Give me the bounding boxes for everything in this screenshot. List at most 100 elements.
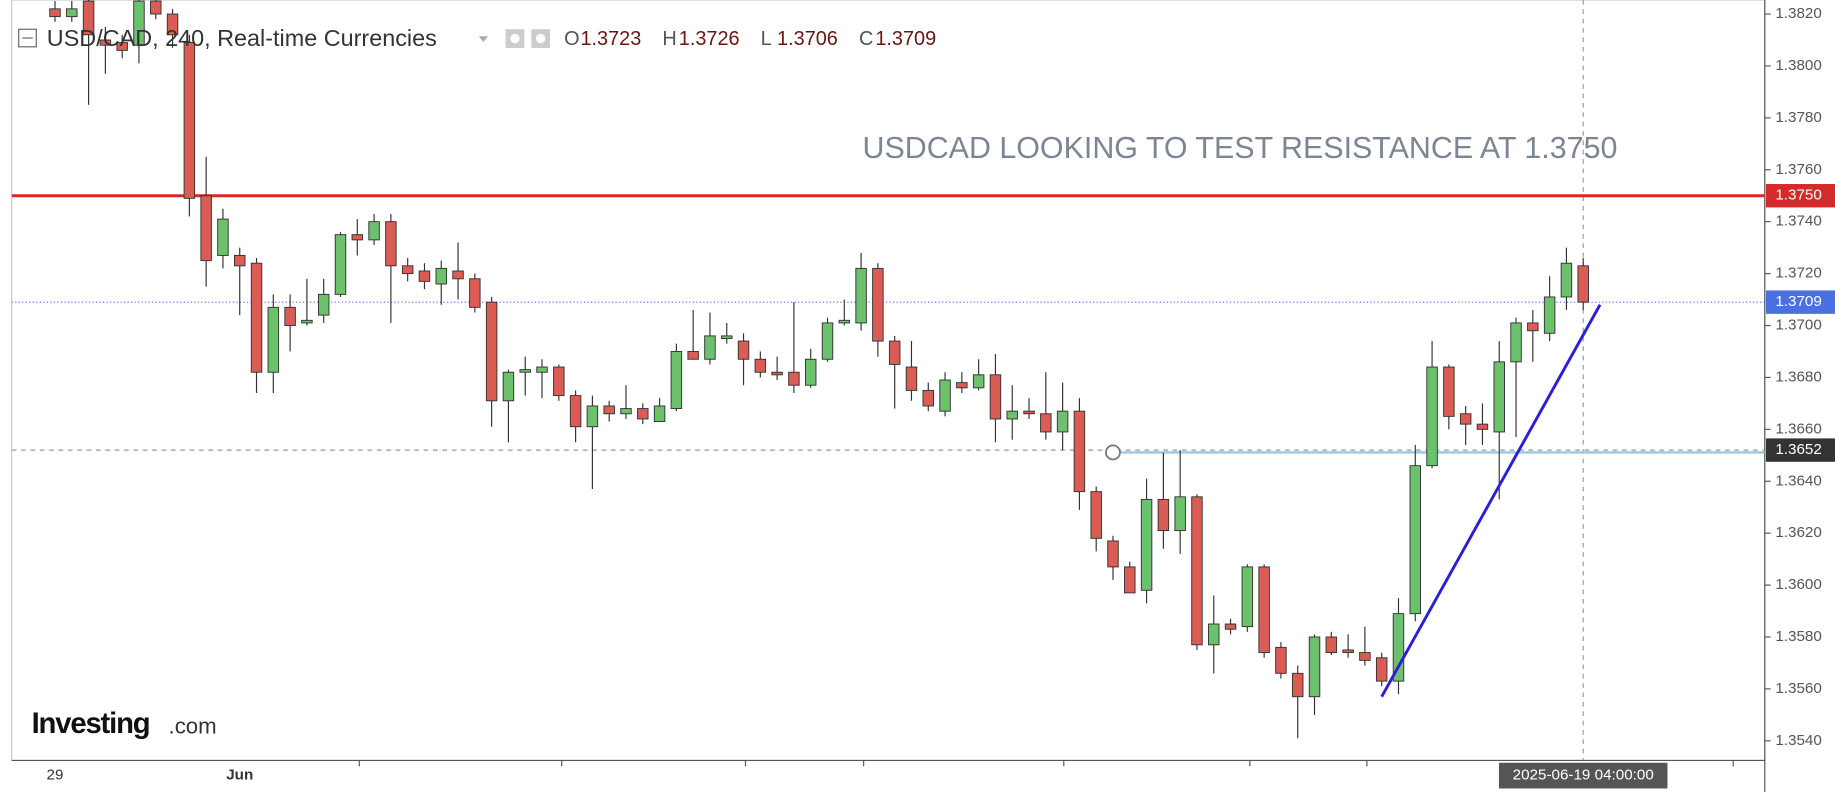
candle-body [553,366,565,397]
y-tick-label: 1.3540 [1775,732,1822,749]
candle-body [771,371,783,376]
candle-body [1359,652,1371,661]
y-tick-label: 1.3660 [1775,420,1822,437]
candle-body [687,351,699,360]
candle-body [1543,296,1556,334]
overlay: USD/CAD, 240, Real-time Currencies USDCA… [18,25,1617,740]
collapse-icon[interactable] [18,28,37,48]
candle-body [301,319,313,324]
candle-body [1493,361,1505,433]
candle-body [754,358,767,373]
candle-body [989,374,1002,420]
dropdown-arrow[interactable] [478,36,489,43]
y-tick-label: 1.3640 [1775,472,1822,489]
candle-body [888,340,901,365]
candle-body [469,278,481,308]
candle-body [586,405,599,428]
candle-body [603,405,615,415]
ohlc-key: O [564,28,579,50]
candle-body [1124,566,1136,594]
candle-body [1056,410,1069,433]
candle-body [1073,410,1086,493]
candle-body [284,306,296,326]
resistance-price-tag: 1.3750 [1775,187,1822,204]
candle-body [637,408,649,420]
candle-body [670,351,683,410]
crosshair-date: 2025-06-19 04:00:00 [1513,767,1654,784]
candle-body [452,270,464,280]
candle-body [1527,322,1539,332]
candle-body [737,340,750,360]
candle-body [233,254,246,267]
y-tick-label: 1.3760 [1775,161,1822,178]
candle-body [905,366,918,391]
candle-body [317,293,330,316]
candle-body [1291,672,1304,698]
logo-main: Investing [32,708,150,740]
candle-body [485,301,498,402]
ray-anchor [1105,444,1121,461]
y-tick-label: 1.3560 [1775,680,1822,697]
candle-body [1577,265,1589,303]
candle-body [166,13,179,36]
y-tick-label: 1.3820 [1775,5,1822,22]
y-tick-label: 1.3740 [1775,213,1822,230]
candle-body [721,335,733,339]
candle-body [502,371,515,402]
candle-body [217,218,229,256]
candle-body [1459,413,1472,425]
candle-body [569,395,582,428]
candle-body [519,369,531,373]
candle-body [1040,413,1052,433]
candle-body [1275,646,1287,674]
ohlc-key: L [761,28,772,50]
candle-body [1308,636,1321,698]
candle-body [49,8,61,18]
crosshair-date-box [1498,762,1668,789]
ohlc-value: 1.3726 [679,28,740,50]
candle-body [1476,423,1489,430]
y-tick-label: 1.3780 [1775,109,1822,126]
candle-body [1560,262,1573,298]
candle-body [418,270,431,282]
candle-body [183,42,196,199]
candle-body [1006,410,1018,420]
y-tick-label: 1.3580 [1775,628,1822,645]
candle-body [704,335,716,360]
candle-body [821,322,834,360]
x-tick-label: 29 [47,767,64,784]
crosshair-price-tag-box [1765,438,1835,462]
candle-body [66,8,78,18]
ohlc-value: 1.3706 [777,28,838,50]
resistance-price-tag-box [1765,184,1835,208]
candle-body [855,267,867,324]
candle-body [1258,566,1270,654]
candle-body [351,234,364,241]
candle-body [1325,636,1338,654]
candle-body [1208,623,1220,646]
y-tick-label: 1.3700 [1775,317,1822,334]
x-tick-label: Jun [226,767,253,784]
candle-body [133,0,145,46]
settings-icon-hole [535,33,546,44]
y-tick-label: 1.3600 [1775,576,1822,593]
y-tick-label: 1.3800 [1775,57,1822,74]
candle-body [1224,623,1237,630]
candle-body [150,0,162,15]
candle-body [1392,613,1405,682]
symbol-title: USD/CAD, 240, Real-time Currencies [47,25,437,51]
ohlc-key: C [859,28,873,50]
candle-body [956,382,968,389]
ohlc-key: H [662,28,676,50]
candle-body [1510,322,1522,363]
trendline [1380,304,1602,698]
y-tick-label: 1.3680 [1775,368,1822,385]
candle-body [250,262,263,373]
candle-body [788,371,800,386]
last-price-tag: 1.3709 [1775,293,1822,310]
candle-body [1375,657,1388,682]
candle-body [972,374,985,389]
ohlc-value: 1.3723 [580,28,641,50]
